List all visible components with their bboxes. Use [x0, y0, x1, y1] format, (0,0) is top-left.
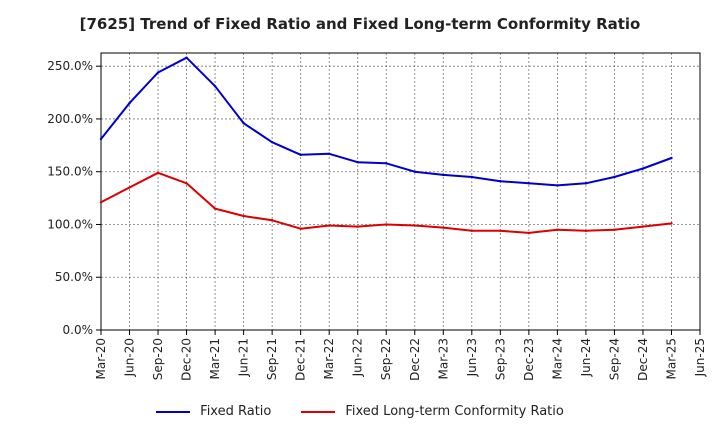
- x-tick-label: Sep-23: [493, 338, 507, 380]
- data-point: [670, 222, 673, 225]
- data-point: [128, 101, 131, 105]
- data-point: [270, 219, 274, 222]
- data-point: [470, 175, 474, 179]
- legend-swatch: [301, 410, 336, 413]
- data-point: [385, 162, 388, 165]
- data-point: [613, 175, 616, 179]
- plot-area: [100, 52, 701, 331]
- data-point: [242, 121, 245, 125]
- data-point: [299, 227, 302, 230]
- data-point: [327, 152, 331, 155]
- y-tick-label: 0.0%: [63, 323, 94, 337]
- data-point: [242, 214, 245, 218]
- legend-label: Fixed Long-term Conformity Ratio: [345, 404, 564, 419]
- data-point: [470, 229, 474, 233]
- x-tick-label: Dec-23: [522, 338, 536, 381]
- x-tick-label: Jun-23: [465, 338, 479, 377]
- tick-labels: 0.0% 50.0% 100.0% 150.0% 200.0% 250.0% Mar-20 J…: [47, 59, 707, 381]
- data-point: [385, 223, 388, 226]
- data-point: [499, 180, 502, 183]
- y-tick-label: 150.0%: [47, 165, 93, 179]
- data-point: [99, 137, 103, 141]
- data-point: [213, 207, 217, 210]
- x-tick-label: Mar-23: [436, 338, 450, 379]
- data-point: [99, 201, 103, 204]
- data-point: [670, 156, 673, 160]
- x-tick-label: Mar-20: [94, 338, 108, 379]
- data-point: [413, 224, 416, 227]
- x-tick-label: Mar-21: [208, 338, 222, 379]
- legend-item: Fixed Ratio: [156, 404, 271, 419]
- data-point: [356, 225, 359, 228]
- data-point: [641, 225, 645, 228]
- data-point: [584, 182, 588, 185]
- x-tick-label: Sep-22: [379, 338, 393, 380]
- x-tick-label: Jun-20: [123, 338, 137, 377]
- data-point: [442, 226, 445, 229]
- axis-layer: [96, 52, 701, 335]
- data-point: [299, 153, 302, 157]
- x-tick-label: Jun-24: [579, 338, 593, 377]
- x-tick-label: Sep-20: [151, 338, 165, 380]
- data-point: [556, 184, 559, 187]
- legend-swatch: [156, 410, 191, 413]
- y-tick-label: 100.0%: [47, 217, 93, 231]
- x-tick-label: Mar-25: [664, 338, 678, 379]
- data-point: [641, 167, 645, 170]
- data-point: [556, 228, 559, 231]
- data-point: [156, 171, 160, 174]
- x-tick-label: Jun-25: [693, 338, 707, 377]
- y-tick-label: 50.0%: [55, 270, 93, 284]
- legend: Fixed Ratio Fixed Long-term Conformity Ra…: [0, 404, 720, 419]
- x-tick-label: Sep-24: [607, 338, 621, 380]
- chart-title: [7625] Trend of Fixed Ratio and Fixed Lo…: [79, 15, 641, 33]
- data-point: [527, 231, 531, 235]
- y-tick-label: 200.0%: [47, 112, 93, 126]
- data-point: [413, 170, 416, 173]
- x-tick-label: Dec-20: [180, 338, 194, 381]
- data-point: [156, 71, 160, 74]
- data-point: [185, 56, 188, 59]
- data-point: [128, 186, 131, 189]
- y-tick-label: 250.0%: [47, 59, 93, 73]
- x-tick-label: Mar-24: [550, 338, 564, 379]
- data-point: [613, 228, 616, 231]
- x-tick-label: Dec-21: [294, 338, 308, 381]
- x-tick-label: Sep-21: [265, 338, 279, 380]
- x-tick-label: Dec-24: [636, 338, 650, 381]
- data-point: [270, 140, 274, 144]
- data-point: [584, 229, 588, 233]
- x-tick-label: Mar-22: [322, 338, 336, 379]
- data-point: [213, 85, 217, 88]
- legend-item: Fixed Long-term Conformity Ratio: [301, 404, 564, 419]
- grid-layer: [101, 53, 700, 330]
- series-layer: [99, 56, 673, 235]
- data-point: [327, 224, 331, 227]
- data-point: [356, 161, 359, 164]
- legend-label: Fixed Ratio: [200, 404, 272, 419]
- data-point: [499, 229, 502, 233]
- data-point: [527, 182, 531, 185]
- x-tick-label: Jun-22: [351, 338, 365, 377]
- x-tick-label: Jun-21: [237, 338, 251, 377]
- data-point: [185, 182, 188, 185]
- x-tick-label: Dec-22: [408, 338, 422, 381]
- data-point: [442, 173, 445, 177]
